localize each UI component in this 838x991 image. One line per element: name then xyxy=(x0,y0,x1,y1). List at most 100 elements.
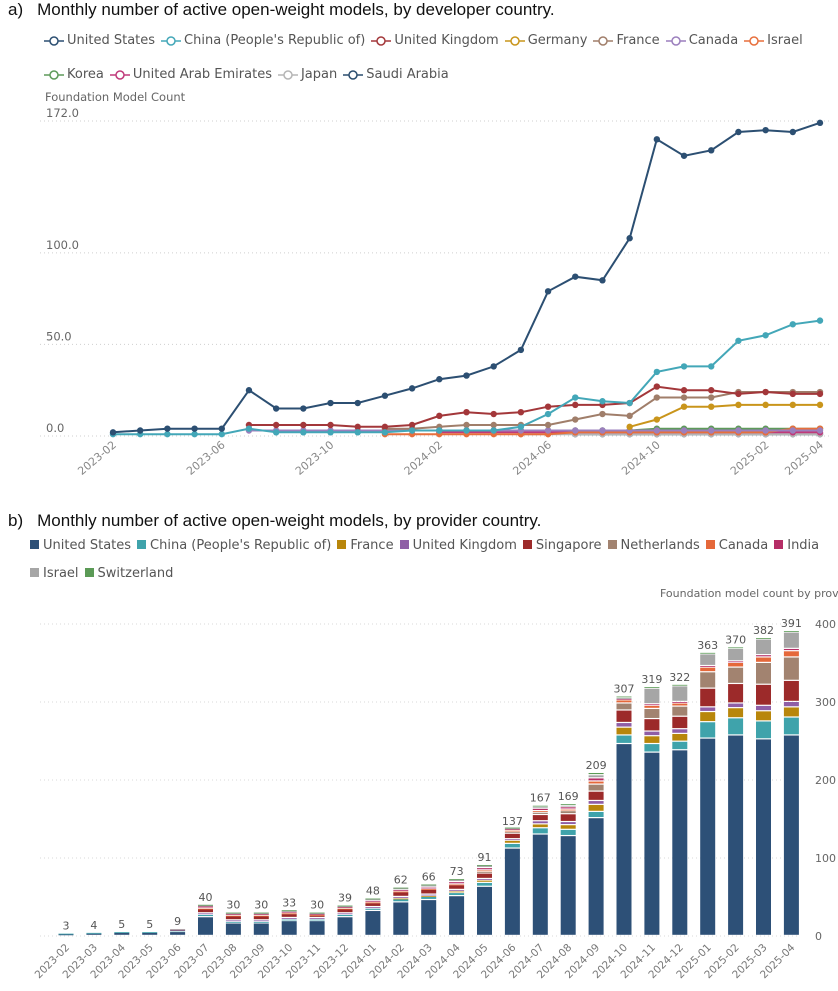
bar-segment-united-kingdom xyxy=(700,707,716,711)
legend-item-united-states[interactable]: United States xyxy=(30,532,131,560)
data-point xyxy=(572,394,579,401)
bar-stack xyxy=(281,910,297,935)
legend-item-france[interactable]: France xyxy=(337,532,394,560)
total-label: 66 xyxy=(422,871,436,884)
panel-b-title-text: Monthly number of active open-weight mod… xyxy=(37,511,542,530)
bar-segment-united-kingdom xyxy=(588,801,604,804)
bar-segment-canada xyxy=(700,667,716,672)
data-point xyxy=(436,427,443,434)
legend-item-singapore[interactable]: Singapore xyxy=(522,532,602,560)
legend-item-india[interactable]: India xyxy=(774,532,819,560)
bar-segment-singapore xyxy=(700,688,716,707)
bar-segment-china-people-s-republic-of xyxy=(393,899,409,902)
bar-segment-canada xyxy=(198,908,213,910)
bar-segment-united-states xyxy=(616,744,632,935)
data-point xyxy=(653,427,661,434)
legend-item-united-states[interactable]: United States xyxy=(44,24,155,58)
bar-segment-china-people-s-republic-of xyxy=(114,932,130,933)
legend-label: Canada xyxy=(718,538,769,553)
legend-item-israel[interactable]: Israel xyxy=(744,24,803,58)
data-point xyxy=(544,427,552,434)
legend-item-canada[interactable]: Canada xyxy=(665,24,739,58)
legend-item-united-arab-emirates[interactable]: United Arab Emirates xyxy=(109,58,272,92)
data-point xyxy=(626,423,633,431)
total-label: 48 xyxy=(366,885,380,898)
bar-segment-india xyxy=(477,868,492,870)
total-label: 209 xyxy=(586,759,607,772)
legend-label: Israel xyxy=(767,33,803,48)
legend-item-united-kingdom[interactable]: United Kingdom xyxy=(399,532,517,560)
bar-stack xyxy=(644,687,660,935)
bar-segment-france xyxy=(532,824,548,828)
total-label: 5 xyxy=(118,918,125,931)
bar-segment-switzerland xyxy=(365,898,381,900)
bar-segment-united-states xyxy=(365,911,381,935)
bar-segment-china-people-s-republic-of xyxy=(253,921,269,923)
bar-segment-china-people-s-republic-of xyxy=(616,735,632,743)
legend-item-germany[interactable]: Germany xyxy=(504,24,587,58)
bar-segment-france xyxy=(783,707,799,717)
legend-item-china-people-s-republic-of[interactable]: China (People's Republic of) xyxy=(137,532,331,560)
bar-segment-netherlands xyxy=(477,872,492,873)
legend-label: United Kingdom xyxy=(412,538,517,553)
legend-item-china-people-s-republic-of[interactable]: China (People's Republic of) xyxy=(161,24,365,58)
bar-segment-china-people-s-republic-of xyxy=(225,921,241,923)
data-point xyxy=(544,403,552,410)
bar-segment-canada xyxy=(281,913,297,915)
legend-item-united-kingdom[interactable]: United Kingdom xyxy=(371,24,499,58)
bar-stack xyxy=(198,904,213,935)
total-label: 91 xyxy=(478,851,492,864)
legend-item-japan[interactable]: Japan xyxy=(277,58,337,92)
bar-segment-singapore xyxy=(783,680,799,701)
total-label: 4 xyxy=(90,919,97,932)
bar-stack xyxy=(421,884,437,935)
bar-segment-united-kingdom xyxy=(672,729,688,733)
bar-chart-subtitle: Foundation model count by provide xyxy=(660,587,838,600)
bar-segment-india xyxy=(728,661,744,663)
bar-segment-singapore xyxy=(477,873,492,878)
legend-item-netherlands[interactable]: Netherlands xyxy=(607,532,700,560)
bar-segment-canada xyxy=(532,811,548,812)
total-label: 73 xyxy=(450,865,464,878)
bar-segment-switzerland xyxy=(477,865,492,866)
data-point xyxy=(572,273,579,280)
y-tick-label: 200 xyxy=(815,774,836,787)
bar-segment-israel xyxy=(449,879,465,881)
x-tick-label: 2023-10 xyxy=(293,438,337,478)
data-point xyxy=(735,337,742,344)
bar-segment-united-states xyxy=(672,750,688,935)
bar-segment-singapore xyxy=(281,914,297,917)
data-point xyxy=(272,421,280,429)
bar-segment-india xyxy=(281,911,297,913)
legend-item-korea[interactable]: Korea xyxy=(44,58,104,92)
data-point xyxy=(816,317,824,324)
legend-item-israel[interactable]: Israel xyxy=(30,560,79,588)
legend-label: China (People's Republic of) xyxy=(184,33,366,48)
data-point xyxy=(708,147,715,154)
legend-item-canada[interactable]: Canada xyxy=(705,532,769,560)
data-point xyxy=(354,423,361,431)
data-point xyxy=(381,392,389,399)
legend-item-saudi-arabia[interactable]: Saudi Arabia xyxy=(343,58,449,92)
bar-segment-canada xyxy=(309,914,325,916)
legend-item-france[interactable]: France xyxy=(593,24,660,58)
bar-stack xyxy=(365,898,381,935)
data-point xyxy=(680,387,688,394)
bar-segment-united-states xyxy=(504,848,520,935)
x-tick-label: 2025-02 xyxy=(728,438,772,478)
bar-segment-united-kingdom xyxy=(783,702,799,707)
bar-segment-united-states xyxy=(142,932,158,935)
bar-segment-singapore xyxy=(449,885,465,889)
bar-segment-israel xyxy=(253,913,269,915)
bar-segment-united-states xyxy=(393,902,409,935)
bar-segment-singapore xyxy=(588,791,604,800)
bar-segment-singapore xyxy=(421,889,437,894)
legend-item-switzerland[interactable]: Switzerland xyxy=(84,560,173,588)
data-point xyxy=(191,425,198,432)
bar-segment-china-people-s-republic-of xyxy=(672,741,688,750)
bar-segment-united-states xyxy=(198,917,213,935)
bar-segment-israel xyxy=(309,913,325,915)
legend-label: Canada xyxy=(688,33,739,48)
bar-segment-israel xyxy=(337,906,353,908)
bar-segment-netherlands xyxy=(700,672,716,688)
